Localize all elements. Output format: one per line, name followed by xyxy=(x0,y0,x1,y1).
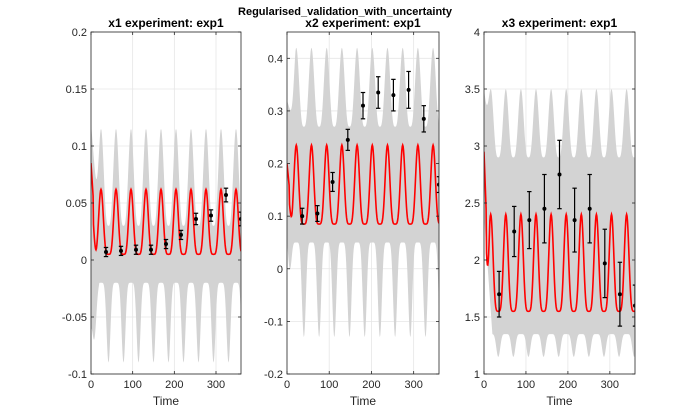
x-axis-label: Time xyxy=(153,394,180,408)
data-point xyxy=(315,211,320,216)
y-tick-label: 3 xyxy=(474,141,480,153)
y-tick-label: -0.2 xyxy=(264,369,283,381)
data-point xyxy=(224,193,228,198)
y-tick-label: 0.3 xyxy=(268,106,283,118)
model-line xyxy=(484,151,635,313)
data-point xyxy=(633,303,635,308)
data-point xyxy=(406,87,411,92)
data-point xyxy=(391,93,396,98)
data-point xyxy=(587,206,592,211)
data-point xyxy=(421,116,426,121)
data-point xyxy=(209,213,213,218)
figure-title: Regularised_validation_with_uncertainty xyxy=(238,6,453,18)
y-tick-label: 0.1 xyxy=(72,141,87,153)
data-point xyxy=(345,137,350,142)
x-axis-label: Time xyxy=(546,394,573,408)
data-point xyxy=(617,292,622,297)
plot-content xyxy=(91,123,241,363)
data-point xyxy=(194,216,198,221)
y-tick-label: 0.15 xyxy=(66,84,87,96)
data-point xyxy=(134,247,138,252)
data-point xyxy=(437,182,439,187)
y-tick-label: 4 xyxy=(474,27,480,39)
y-tick-label: 0.2 xyxy=(268,159,283,171)
x-tick-label: 0 xyxy=(481,379,487,391)
x-tick-label: 200 xyxy=(165,379,183,391)
x-axis-label: Time xyxy=(350,394,377,408)
y-tick-label: 1 xyxy=(474,369,480,381)
y-tick-label: -0.1 xyxy=(264,316,283,328)
data-point xyxy=(527,218,532,223)
y-tick-label: 0 xyxy=(81,255,87,267)
data-point xyxy=(557,172,562,177)
panel-x1: 0 100 200 300 -0.1 -0.05 0 0.05 0.1 0.15 0.2 x1 exp… xyxy=(62,16,242,408)
uncertainty-band xyxy=(484,89,635,357)
data-point xyxy=(376,90,381,95)
panel-x2: 0 100 200 300 -0.2 -0.1 0 0.1 0.2 0.3 0.4 x2 experi… xyxy=(264,16,440,408)
y-tick-label: -0.05 xyxy=(62,312,87,324)
panel-x3: 0 100 200 300 1 1.5 2 2.5 3 3.5 4 x3 experiment: ex… xyxy=(465,16,636,408)
y-tick-label: 0.4 xyxy=(268,53,283,65)
data-point xyxy=(572,218,577,223)
data-point xyxy=(542,206,547,211)
y-tick-label: 2 xyxy=(474,255,480,267)
data-point xyxy=(361,103,365,108)
data-point xyxy=(300,214,305,219)
plot-content xyxy=(287,47,439,338)
y-tick-label: 0.1 xyxy=(268,211,283,223)
data-point xyxy=(149,247,153,252)
y-tick-label: -0.1 xyxy=(68,369,87,381)
x-tick-label: 300 xyxy=(207,379,225,391)
x-tick-label: 200 xyxy=(559,379,577,391)
panel-title: x2 experiment: exp1 xyxy=(305,16,421,30)
data-point xyxy=(330,179,335,184)
y-tick-label: 0 xyxy=(277,264,283,276)
y-tick-label: 0.2 xyxy=(72,27,87,39)
data-point xyxy=(602,261,607,266)
plot-content xyxy=(484,89,635,357)
data-point xyxy=(179,232,183,237)
panel-title: x1 experiment: exp1 xyxy=(108,16,224,30)
x-tick-label: 300 xyxy=(404,379,422,391)
data-point xyxy=(512,229,517,234)
x-tick-label: 0 xyxy=(284,379,290,391)
x-tick-label: 300 xyxy=(601,379,619,391)
y-tick-label: 1.5 xyxy=(465,312,480,324)
x-tick-label: 100 xyxy=(517,379,535,391)
data-point xyxy=(164,242,168,247)
x-tick-label: 0 xyxy=(88,379,94,391)
y-tick-label: 3.5 xyxy=(465,84,480,96)
data-point xyxy=(104,250,108,255)
x-tick-label: 100 xyxy=(320,379,338,391)
x-tick-label: 100 xyxy=(123,379,141,391)
axes-box xyxy=(286,31,440,375)
data-point xyxy=(239,216,241,221)
y-tick-label: 0.05 xyxy=(66,198,87,210)
data-point xyxy=(119,248,123,253)
y-tick-label: 2.5 xyxy=(465,198,480,210)
model-line xyxy=(287,142,439,225)
model-line xyxy=(91,163,241,256)
panel-title: x3 experiment: exp1 xyxy=(502,16,618,30)
data-point xyxy=(497,292,502,297)
uncertainty-band xyxy=(287,47,439,338)
x-tick-label: 200 xyxy=(362,379,380,391)
